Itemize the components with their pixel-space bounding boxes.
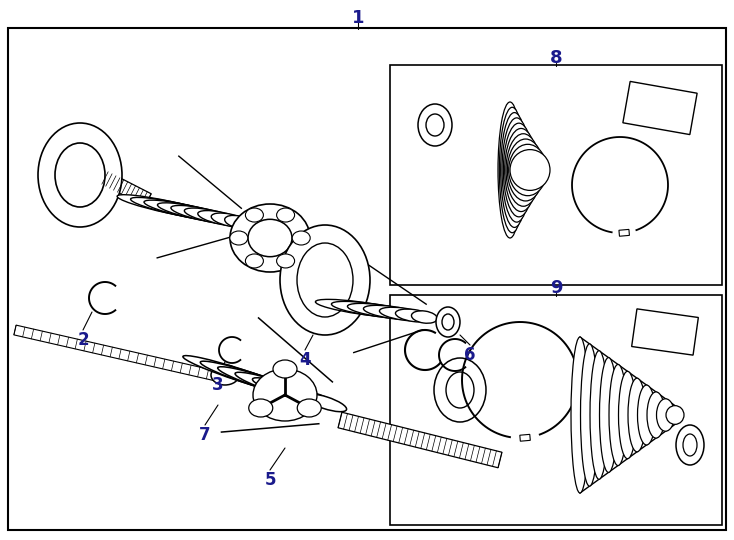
- Polygon shape: [390, 295, 722, 525]
- Ellipse shape: [509, 144, 547, 195]
- Ellipse shape: [144, 200, 228, 221]
- Ellipse shape: [230, 231, 248, 245]
- Ellipse shape: [436, 307, 460, 337]
- Ellipse shape: [347, 303, 415, 319]
- Ellipse shape: [628, 378, 646, 452]
- Polygon shape: [14, 325, 226, 383]
- Text: 6: 6: [464, 346, 476, 364]
- Ellipse shape: [183, 356, 297, 394]
- Ellipse shape: [418, 104, 452, 146]
- Ellipse shape: [332, 301, 410, 318]
- Ellipse shape: [683, 434, 697, 456]
- Ellipse shape: [446, 372, 474, 408]
- Ellipse shape: [590, 350, 608, 480]
- Polygon shape: [632, 309, 698, 355]
- Polygon shape: [619, 230, 630, 236]
- Ellipse shape: [211, 365, 239, 385]
- Ellipse shape: [218, 367, 311, 399]
- Text: 8: 8: [550, 49, 562, 67]
- Ellipse shape: [211, 213, 248, 227]
- Ellipse shape: [158, 203, 231, 222]
- Ellipse shape: [245, 208, 264, 222]
- Ellipse shape: [498, 102, 522, 238]
- Ellipse shape: [225, 215, 252, 228]
- Ellipse shape: [506, 134, 541, 206]
- Ellipse shape: [396, 309, 432, 322]
- Ellipse shape: [197, 211, 244, 226]
- Ellipse shape: [248, 219, 292, 256]
- Ellipse shape: [117, 195, 219, 219]
- Ellipse shape: [638, 385, 655, 445]
- Polygon shape: [102, 172, 151, 206]
- Ellipse shape: [297, 399, 321, 417]
- Ellipse shape: [253, 369, 317, 421]
- Ellipse shape: [249, 399, 273, 417]
- Ellipse shape: [55, 143, 105, 207]
- Ellipse shape: [184, 208, 240, 225]
- Ellipse shape: [305, 394, 346, 411]
- Polygon shape: [8, 28, 726, 530]
- Ellipse shape: [316, 299, 404, 316]
- Ellipse shape: [230, 204, 310, 272]
- Ellipse shape: [287, 389, 340, 409]
- Ellipse shape: [434, 358, 486, 422]
- Ellipse shape: [504, 123, 534, 217]
- Ellipse shape: [676, 425, 704, 465]
- Text: 9: 9: [550, 279, 562, 297]
- Ellipse shape: [647, 392, 665, 438]
- Ellipse shape: [297, 243, 353, 317]
- Ellipse shape: [502, 118, 531, 222]
- Ellipse shape: [656, 399, 675, 431]
- Ellipse shape: [235, 372, 319, 402]
- Text: 4: 4: [299, 351, 310, 369]
- Ellipse shape: [363, 305, 421, 320]
- Ellipse shape: [510, 150, 550, 191]
- Polygon shape: [338, 412, 502, 468]
- Ellipse shape: [442, 314, 454, 330]
- Ellipse shape: [245, 254, 264, 268]
- Ellipse shape: [38, 123, 122, 227]
- Ellipse shape: [426, 114, 444, 136]
- Ellipse shape: [609, 364, 627, 465]
- Ellipse shape: [277, 208, 294, 222]
- Ellipse shape: [277, 254, 294, 268]
- Ellipse shape: [499, 107, 525, 233]
- Ellipse shape: [270, 383, 333, 407]
- Text: 7: 7: [199, 426, 211, 444]
- Polygon shape: [623, 82, 697, 134]
- Ellipse shape: [292, 231, 310, 245]
- Ellipse shape: [171, 205, 236, 224]
- Ellipse shape: [507, 139, 544, 201]
- Text: 3: 3: [212, 376, 224, 394]
- Ellipse shape: [412, 311, 437, 323]
- Text: 1: 1: [352, 9, 364, 27]
- Ellipse shape: [666, 406, 684, 424]
- Ellipse shape: [280, 225, 370, 335]
- Text: 5: 5: [264, 471, 276, 489]
- Ellipse shape: [619, 372, 636, 458]
- Ellipse shape: [379, 307, 426, 321]
- Ellipse shape: [571, 337, 589, 493]
- Ellipse shape: [505, 129, 537, 212]
- Ellipse shape: [131, 198, 223, 220]
- Ellipse shape: [273, 360, 297, 378]
- Polygon shape: [390, 65, 722, 285]
- Ellipse shape: [501, 112, 528, 227]
- Ellipse shape: [581, 344, 598, 486]
- Ellipse shape: [600, 357, 617, 472]
- Polygon shape: [520, 434, 530, 441]
- Text: 2: 2: [77, 331, 89, 349]
- Ellipse shape: [200, 361, 304, 397]
- Ellipse shape: [252, 378, 325, 404]
